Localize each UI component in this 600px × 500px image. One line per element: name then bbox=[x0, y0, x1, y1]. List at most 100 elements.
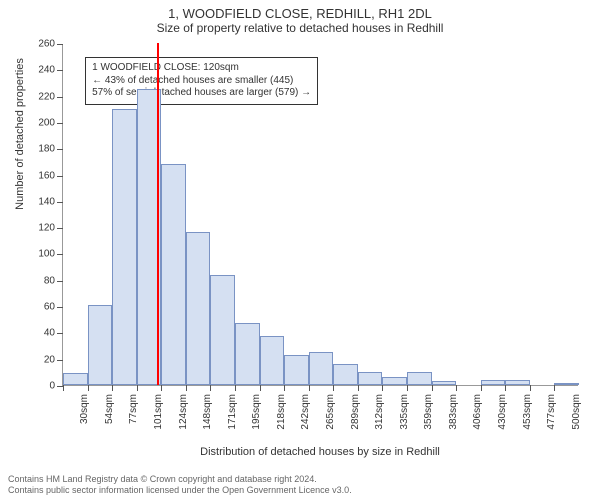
y-tick bbox=[57, 44, 63, 45]
property-marker-line bbox=[157, 43, 159, 385]
y-tick-label: 180 bbox=[21, 144, 55, 155]
y-tick-label: 100 bbox=[21, 249, 55, 260]
x-tick bbox=[260, 385, 261, 391]
y-tick bbox=[57, 176, 63, 177]
x-tick-label: 242sqm bbox=[300, 394, 311, 430]
histogram-bar bbox=[309, 352, 334, 385]
y-tick-label: 140 bbox=[21, 196, 55, 207]
x-tick bbox=[137, 385, 138, 391]
x-tick bbox=[210, 385, 211, 391]
y-tick-label: 120 bbox=[21, 223, 55, 234]
x-tick-label: 500sqm bbox=[571, 394, 582, 430]
y-tick-label: 260 bbox=[21, 39, 55, 50]
x-tick bbox=[432, 385, 433, 391]
y-tick bbox=[57, 123, 63, 124]
x-tick bbox=[309, 385, 310, 391]
x-tick-label: 54sqm bbox=[104, 394, 115, 424]
y-tick-label: 0 bbox=[21, 381, 55, 392]
y-tick bbox=[57, 281, 63, 282]
x-tick-label: 195sqm bbox=[251, 394, 262, 430]
x-tick-label: 312sqm bbox=[374, 394, 385, 430]
x-tick bbox=[505, 385, 506, 391]
x-tick-label: 265sqm bbox=[325, 394, 336, 430]
y-tick-label: 80 bbox=[21, 275, 55, 286]
x-tick bbox=[407, 385, 408, 391]
chart-title: 1, WOODFIELD CLOSE, REDHILL, RH1 2DL bbox=[0, 0, 600, 21]
annotation-line: 57% of semi-detached houses are larger (… bbox=[92, 87, 311, 100]
footer-line: Contains public sector information licen… bbox=[8, 485, 592, 496]
histogram-bar bbox=[260, 336, 285, 385]
x-tick bbox=[358, 385, 359, 391]
y-tick-label: 240 bbox=[21, 65, 55, 76]
y-axis-label: Number of detached properties bbox=[14, 0, 26, 305]
histogram-bar bbox=[481, 380, 506, 385]
histogram-bar bbox=[161, 164, 186, 385]
x-tick bbox=[63, 385, 64, 391]
chart-subtitle: Size of property relative to detached ho… bbox=[0, 21, 600, 35]
x-tick-label: 453sqm bbox=[522, 394, 533, 430]
x-tick bbox=[284, 385, 285, 391]
y-tick bbox=[57, 254, 63, 255]
y-tick bbox=[57, 333, 63, 334]
x-tick bbox=[530, 385, 531, 391]
x-tick-label: 335sqm bbox=[399, 394, 410, 430]
y-tick-label: 160 bbox=[21, 170, 55, 181]
histogram-bar bbox=[554, 383, 579, 385]
x-tick-label: 406sqm bbox=[472, 394, 483, 430]
annotation-line: ← 43% of detached houses are smaller (44… bbox=[92, 75, 311, 88]
x-tick bbox=[481, 385, 482, 391]
x-tick-label: 77sqm bbox=[128, 394, 139, 424]
x-tick bbox=[554, 385, 555, 391]
y-tick-label: 20 bbox=[21, 354, 55, 365]
histogram-bar bbox=[284, 355, 309, 385]
histogram-bar bbox=[235, 323, 260, 385]
y-tick-label: 40 bbox=[21, 328, 55, 339]
y-tick-label: 200 bbox=[21, 117, 55, 128]
histogram-bar bbox=[382, 377, 407, 385]
histogram-bar bbox=[407, 372, 432, 385]
annotation-box: 1 WOODFIELD CLOSE: 120sqm← 43% of detach… bbox=[85, 57, 318, 105]
histogram-bar bbox=[88, 305, 113, 385]
histogram-bar bbox=[358, 372, 383, 385]
histogram-chart: 1, WOODFIELD CLOSE, REDHILL, RH1 2DL Siz… bbox=[0, 0, 600, 500]
x-tick-label: 124sqm bbox=[178, 394, 189, 430]
y-tick bbox=[57, 97, 63, 98]
histogram-bar bbox=[210, 275, 235, 385]
x-tick bbox=[161, 385, 162, 391]
x-tick bbox=[186, 385, 187, 391]
x-tick-label: 477sqm bbox=[546, 394, 557, 430]
x-tick bbox=[333, 385, 334, 391]
x-tick bbox=[112, 385, 113, 391]
annotation-line: 1 WOODFIELD CLOSE: 120sqm bbox=[92, 62, 311, 75]
x-tick bbox=[88, 385, 89, 391]
x-tick-label: 289sqm bbox=[350, 394, 361, 430]
histogram-bar bbox=[186, 232, 211, 385]
plot-area: 1 WOODFIELD CLOSE: 120sqm← 43% of detach… bbox=[62, 44, 578, 386]
x-tick bbox=[456, 385, 457, 391]
y-tick-label: 220 bbox=[21, 91, 55, 102]
histogram-bar bbox=[505, 380, 530, 385]
y-tick bbox=[57, 149, 63, 150]
x-tick-label: 30sqm bbox=[79, 394, 90, 424]
x-axis-label: Distribution of detached houses by size … bbox=[62, 446, 578, 458]
x-tick bbox=[382, 385, 383, 391]
y-tick bbox=[57, 202, 63, 203]
y-tick bbox=[57, 307, 63, 308]
x-tick-label: 171sqm bbox=[227, 394, 238, 430]
x-tick-label: 430sqm bbox=[497, 394, 508, 430]
footer-line: Contains HM Land Registry data © Crown c… bbox=[8, 474, 592, 485]
histogram-bar bbox=[333, 364, 358, 385]
chart-footer: Contains HM Land Registry data © Crown c… bbox=[0, 474, 600, 497]
x-tick-label: 101sqm bbox=[153, 394, 164, 430]
x-tick bbox=[235, 385, 236, 391]
x-tick-label: 383sqm bbox=[448, 394, 459, 430]
y-tick bbox=[57, 70, 63, 71]
histogram-bar bbox=[63, 373, 88, 385]
x-tick-label: 218sqm bbox=[276, 394, 287, 430]
x-tick-label: 359sqm bbox=[423, 394, 434, 430]
y-tick-label: 60 bbox=[21, 302, 55, 313]
histogram-bar bbox=[112, 109, 137, 385]
histogram-bar bbox=[432, 381, 457, 385]
y-tick bbox=[57, 228, 63, 229]
x-tick-label: 148sqm bbox=[202, 394, 213, 430]
